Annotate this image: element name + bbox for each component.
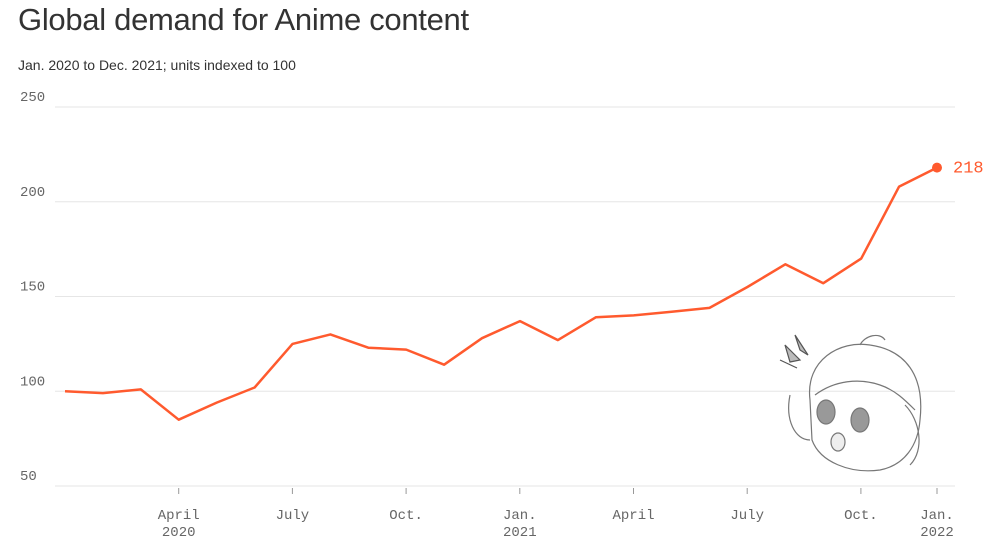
x-tick-year: 2021 bbox=[503, 525, 537, 541]
x-tick-label: Jan. bbox=[503, 508, 537, 524]
x-tick-label: Oct. bbox=[389, 508, 423, 524]
y-tick-label: 200 bbox=[20, 185, 45, 201]
anime-girl-illustration bbox=[779, 334, 922, 472]
chart-title: Global demand for Anime content bbox=[18, 2, 469, 37]
y-tick-label: 100 bbox=[20, 374, 45, 390]
x-tick-label: July bbox=[730, 508, 764, 524]
x-tick-year: 2020 bbox=[162, 525, 196, 541]
x-tick-label: April bbox=[158, 508, 200, 524]
end-value-label: 218 bbox=[953, 160, 984, 179]
y-tick-label: 250 bbox=[20, 90, 45, 106]
x-tick-label: July bbox=[276, 508, 310, 524]
chart-subtitle: Jan. 2020 to Dec. 2021; units indexed to… bbox=[18, 57, 296, 73]
series-line bbox=[64, 166, 938, 421]
x-tick-label: Jan. bbox=[920, 508, 954, 524]
x-tick-year: 2022 bbox=[920, 525, 954, 541]
y-tick-label: 50 bbox=[20, 469, 37, 485]
y-tick-label: 150 bbox=[20, 280, 45, 296]
x-tick-label: Oct. bbox=[844, 508, 878, 524]
x-tick-label: April bbox=[612, 508, 654, 524]
end-point-marker bbox=[932, 162, 942, 173]
